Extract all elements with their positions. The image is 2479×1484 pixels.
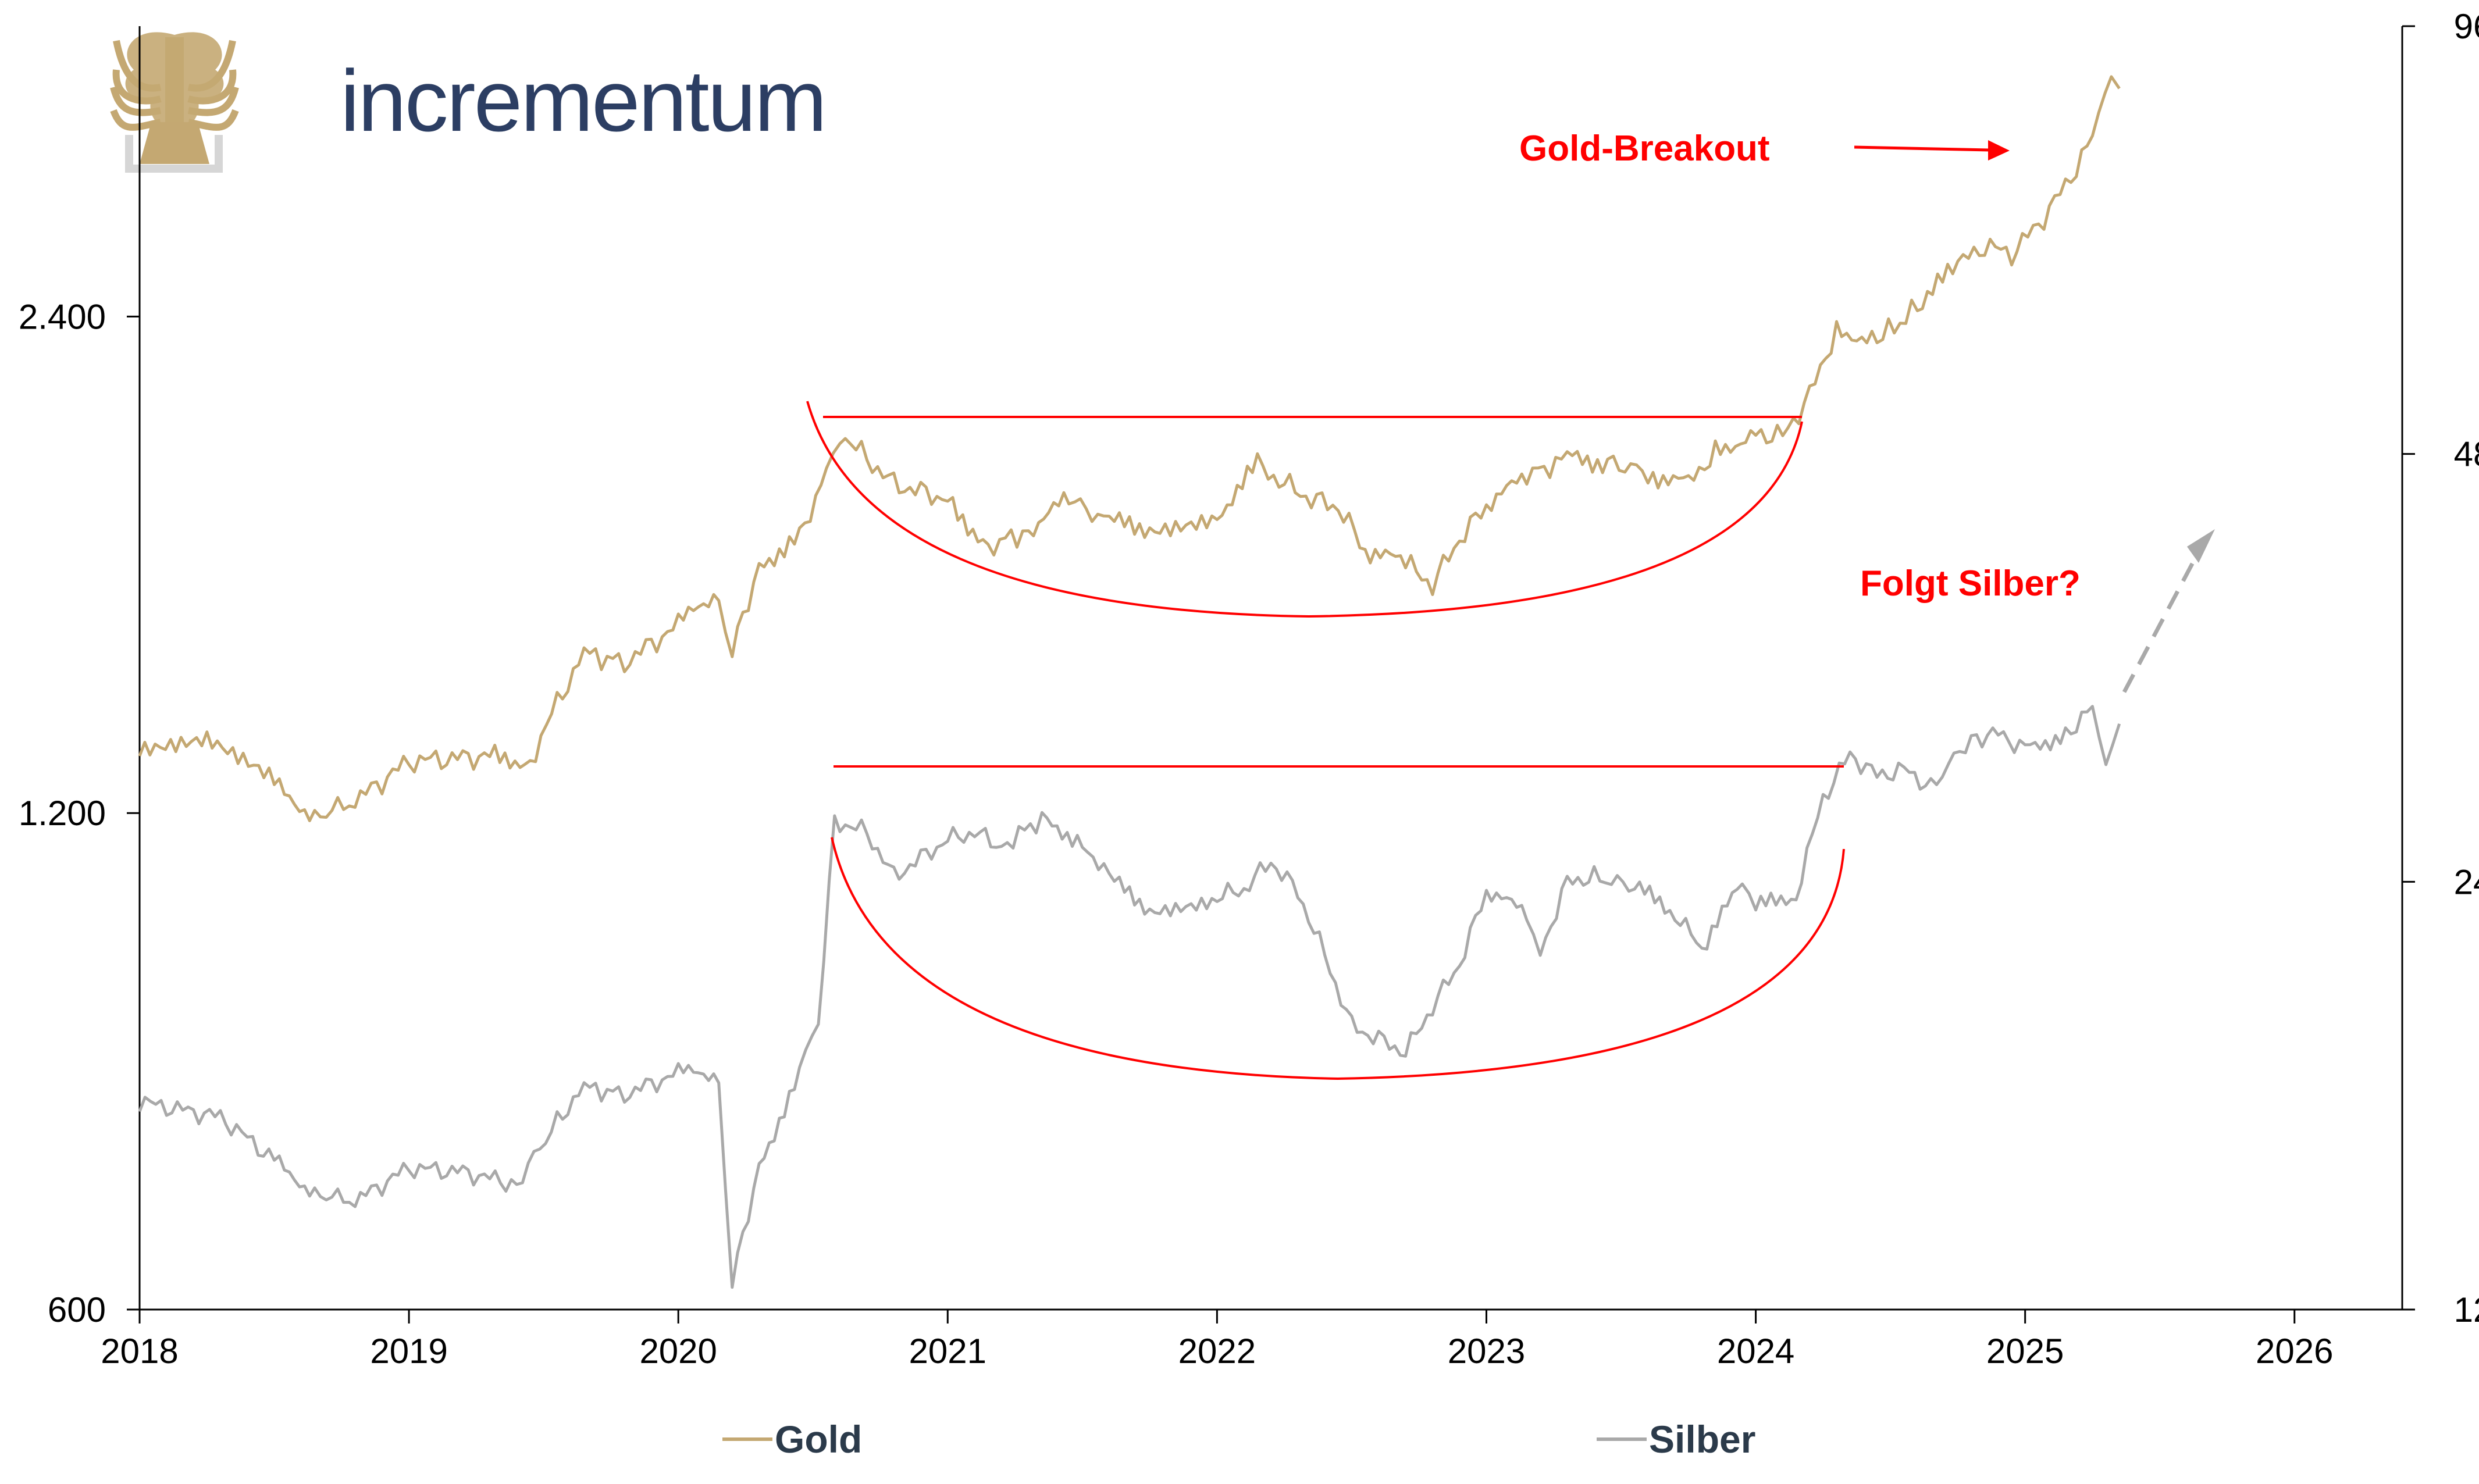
- silver-cup-arc: [831, 837, 1845, 1080]
- gold-cup-arc: [806, 401, 1803, 618]
- y-right-tick-label-24: 24: [2454, 862, 2479, 901]
- y-right-axis-ticks: 12 24 48 96: [2402, 7, 2479, 1329]
- y-right-tick-label-48: 48: [2454, 435, 2479, 474]
- x-tick-label-2025: 2025: [1986, 1332, 2064, 1371]
- legend: Gold Silber: [722, 1418, 1755, 1461]
- x-tick-label-2026: 2026: [2256, 1332, 2333, 1371]
- x-axis-ticks: 2018 2019 2020 2021 2022 2023 2024 2025 2026: [101, 1310, 2334, 1371]
- annotation-gold-arrow: [1854, 145, 1990, 152]
- series-line-gold: [138, 75, 2121, 822]
- annotation-silver-follow: Folgt Silber?: [1860, 529, 2215, 693]
- x-tick-label-2019: 2019: [370, 1332, 447, 1371]
- x-tick-label-2021: 2021: [909, 1332, 986, 1371]
- y-right-tick-label-96: 96: [2454, 7, 2479, 46]
- series-line-silber: [138, 705, 2121, 1289]
- y-right-tick-label-12: 12: [2454, 1290, 2479, 1329]
- brand-logo: incrementum: [110, 32, 827, 173]
- x-tick-label-2024: 2024: [1717, 1332, 1794, 1371]
- y-left-tick-label-1200: 1.200: [19, 794, 106, 833]
- y-left-axis-ticks: 600 1.200 2.400: [19, 297, 140, 1329]
- legend-silver-label: Silber: [1649, 1418, 1755, 1461]
- brand-name: incrementum: [340, 52, 825, 149]
- legend-gold-label: Gold: [775, 1418, 862, 1461]
- annotation-gold-arrowhead: [1988, 140, 2010, 160]
- pattern-overlays: [806, 401, 1845, 1080]
- x-tick-label-2022: 2022: [1178, 1332, 1256, 1371]
- series-layer: [138, 75, 2121, 1289]
- annotation-gold-breakout-label: Gold-Breakout: [1519, 129, 1770, 169]
- annotation-silver-label: Folgt Silber?: [1860, 563, 2081, 604]
- tree-logo-icon: [110, 32, 239, 173]
- y-left-tick-label-2400: 2.400: [19, 297, 106, 336]
- annotation-silver-dashed-arrow: [2122, 548, 2202, 693]
- annotation-gold-breakout: Gold-Breakout: [1519, 129, 2010, 169]
- x-tick-label-2023: 2023: [1448, 1332, 1525, 1371]
- y-left-tick-label-600: 600: [48, 1290, 106, 1329]
- x-tick-label-2020: 2020: [639, 1332, 717, 1371]
- annotation-silver-arrowhead: [2187, 529, 2215, 563]
- plot-area: [138, 26, 2403, 1311]
- x-tick-label-2018: 2018: [101, 1332, 178, 1371]
